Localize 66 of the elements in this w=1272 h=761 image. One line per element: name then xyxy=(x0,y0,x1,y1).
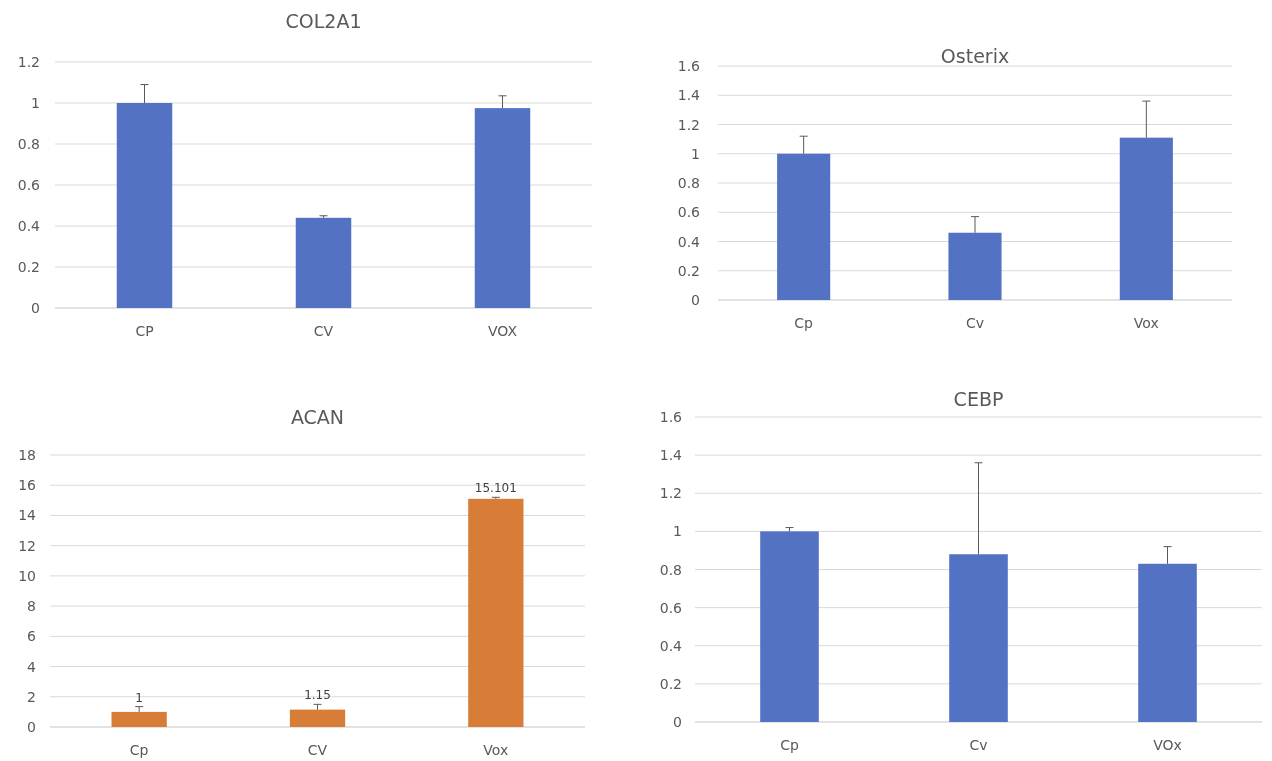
y-tick-label: 1 xyxy=(31,95,40,111)
x-tick-label: Cv xyxy=(965,315,985,331)
y-tick-label: 1.4 xyxy=(659,447,683,464)
x-tick-label: VOx xyxy=(1153,737,1182,753)
x-tick-label: Cp xyxy=(780,737,799,753)
x-tick-label: Cv xyxy=(969,737,988,753)
x-tick-label: Cp xyxy=(129,742,149,758)
y-tick-label: 0.4 xyxy=(17,218,41,234)
data-label: 15.101 xyxy=(474,481,517,496)
y-tick-label: 10 xyxy=(18,567,36,584)
y-tick-label: 0.6 xyxy=(677,204,701,221)
y-tick-label: 0.6 xyxy=(659,599,683,616)
x-tick-label: Vox xyxy=(483,742,509,758)
y-tick-label: 12 xyxy=(18,537,36,554)
y-tick-label: 8 xyxy=(27,598,36,615)
y-tick-label: 16 xyxy=(18,477,37,494)
chart-title: COL2A1 xyxy=(285,10,362,32)
y-tick-label: 1.6 xyxy=(677,58,701,74)
bar xyxy=(948,232,1002,300)
y-tick-label: 1.2 xyxy=(677,116,700,133)
bar xyxy=(949,554,1008,722)
x-tick-label: CP xyxy=(135,323,154,339)
y-tick-label: 1.6 xyxy=(659,409,683,425)
x-tick-label: CV xyxy=(307,742,328,758)
bar xyxy=(777,153,831,300)
bar xyxy=(474,108,531,308)
bar xyxy=(1119,137,1173,300)
y-tick-label: 0.4 xyxy=(659,637,683,654)
x-tick-label: Cp xyxy=(794,315,814,331)
bar xyxy=(760,531,819,722)
y-tick-label: 0 xyxy=(31,300,40,316)
y-tick-label: 0.2 xyxy=(17,259,40,275)
y-tick-label: 1.2 xyxy=(659,485,682,502)
y-tick-label: 0.8 xyxy=(659,561,682,578)
y-tick-label: 0.8 xyxy=(677,175,700,191)
y-tick-label: 1 xyxy=(673,523,682,540)
bar xyxy=(295,217,352,308)
y-tick-label: 0 xyxy=(673,714,682,730)
chart-title: Osterix xyxy=(940,45,1010,67)
y-tick-label: 1.2 xyxy=(17,54,40,70)
y-tick-label: 14 xyxy=(18,507,37,524)
y-tick-label: 0.8 xyxy=(17,136,40,152)
data-label: 1 xyxy=(135,690,143,705)
y-tick-label: 0 xyxy=(691,292,700,308)
x-tick-label: VOX xyxy=(487,323,518,339)
bar xyxy=(116,103,173,308)
x-tick-label: Vox xyxy=(1133,315,1159,331)
y-tick-label: 0 xyxy=(27,719,36,735)
y-tick-label: 18 xyxy=(18,447,36,463)
y-tick-label: 0.6 xyxy=(17,177,41,193)
data-label: 1.15 xyxy=(304,688,331,703)
y-tick-label: 0.4 xyxy=(677,233,701,250)
y-tick-label: 1 xyxy=(691,145,700,162)
bar xyxy=(468,498,524,727)
y-tick-label: 4 xyxy=(27,658,37,675)
bar xyxy=(289,709,346,727)
chart-title: ACAN xyxy=(290,406,345,428)
y-tick-label: 0.2 xyxy=(677,262,700,279)
y-tick-label: 0.2 xyxy=(659,675,682,692)
bar xyxy=(111,711,167,727)
y-tick-label: 2 xyxy=(27,688,36,705)
y-tick-label: 6 xyxy=(27,628,37,645)
x-tick-label: CV xyxy=(313,323,334,339)
chart-title: CEBP xyxy=(953,388,1004,410)
y-tick-label: 1.4 xyxy=(677,87,701,104)
bar xyxy=(1138,563,1197,722)
